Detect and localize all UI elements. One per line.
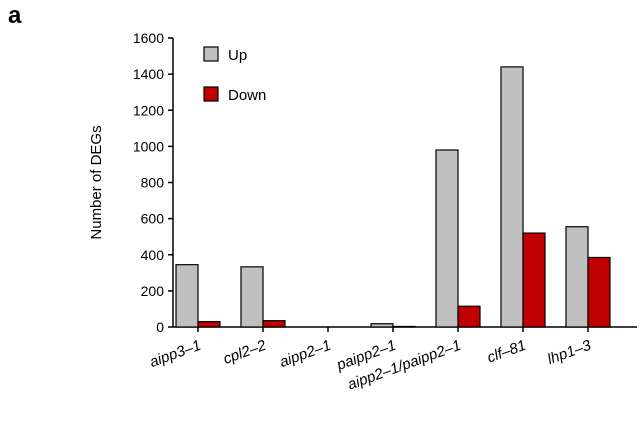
bar-down-0 <box>197 320 221 328</box>
bar-down-6 <box>587 256 611 328</box>
legend: Up Down <box>203 46 266 104</box>
y-tick-label: 1400 <box>133 66 164 82</box>
x-tick-label: clf–81 <box>485 337 528 367</box>
panel-letter: a <box>8 2 22 29</box>
legend-label-down: Down <box>228 87 266 104</box>
bar-up-1 <box>240 266 264 328</box>
x-tick-label: aipp2–1 <box>277 337 333 371</box>
legend-label-up: Up <box>228 47 247 64</box>
bar-up-6 <box>565 226 589 328</box>
y-tick-label: 0 <box>156 319 164 335</box>
legend-swatch-down <box>203 86 219 102</box>
bar-up-0 <box>175 264 199 328</box>
bar-up-3 <box>370 323 394 328</box>
x-axis: aipp3–1 cpl2–2 aipp2–1 paipp2–1aipp2–1/paip… <box>147 326 637 394</box>
bar-up-5 <box>500 66 524 328</box>
x-tick-label: lhp1–3 <box>545 337 594 369</box>
legend-swatch-up <box>203 46 219 62</box>
y-tick-label: 600 <box>141 211 165 227</box>
y-tick-label: 800 <box>141 175 165 191</box>
bar-down-1 <box>262 320 286 328</box>
bar-up-4 <box>435 149 459 328</box>
bar-down-4 <box>457 305 481 328</box>
bar-down-3 <box>392 325 416 328</box>
y-axis-title: Number of DEGs <box>88 125 105 239</box>
y-tick-label: 400 <box>141 247 165 263</box>
y-tick-label: 1600 <box>133 30 164 46</box>
y-tick-label: 1200 <box>133 102 164 118</box>
y-axis: 0 200 400 600 800 1000 1200 1400 1600 <box>133 30 174 335</box>
bars <box>175 66 611 328</box>
y-tick-label: 200 <box>141 283 165 299</box>
x-tick-label: aipp3–1 <box>147 337 203 371</box>
y-tick-label: 1000 <box>133 138 164 154</box>
bar-down-5 <box>522 232 546 328</box>
x-tick-label: cpl2–2 <box>221 337 269 368</box>
